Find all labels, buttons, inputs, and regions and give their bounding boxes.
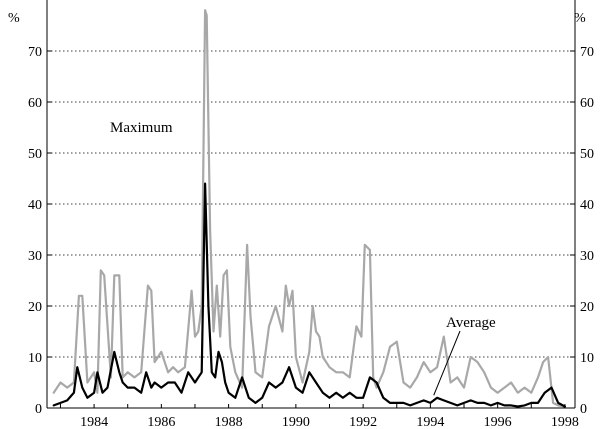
y-tick-label-right-60: 60: [580, 96, 594, 111]
y-tick-label-left-40: 40: [28, 198, 42, 213]
y-tick-label-right-10: 10: [580, 351, 594, 366]
x-tick-label-1990: 1990: [282, 415, 310, 429]
annotation-average-arrow: [433, 330, 461, 396]
y-tick-label-left-0: 0: [35, 402, 42, 417]
y-tick-label-right-50: 50: [580, 147, 594, 162]
y-tick-label-left-70: 70: [28, 45, 42, 60]
y-axis-unit-left: %: [8, 11, 20, 26]
series-line-maximum: [52, 9, 567, 408]
axes: [46, 0, 576, 409]
y-tick-label-right-30: 30: [580, 249, 594, 264]
x-tick-label-1992: 1992: [349, 415, 377, 429]
y-tick-label-left-20: 20: [28, 300, 42, 315]
annotation-average: Average: [446, 315, 496, 331]
y-tick-label-right-40: 40: [580, 198, 594, 213]
y-axis-unit-right: %: [574, 11, 586, 26]
x-tick-label-1986: 1986: [147, 415, 175, 429]
series-line-average: [52, 182, 567, 408]
x-tick-label-1984: 1984: [80, 415, 108, 429]
x-tick-label-1996: 1996: [484, 415, 512, 429]
y-tick-label-right-20: 20: [580, 300, 594, 315]
y-tick-label-left-60: 60: [28, 96, 42, 111]
y-tick-label-left-30: 30: [28, 249, 42, 264]
y-tick-label-left-10: 10: [28, 351, 42, 366]
x-tick-label-1998: 1998: [551, 415, 579, 429]
y-tick-label-left-50: 50: [28, 147, 42, 162]
x-tick-label-1994: 1994: [416, 415, 444, 429]
x-tick-label-1988: 1988: [215, 415, 243, 429]
y-tick-label-right-70: 70: [580, 45, 594, 60]
gridlines: [47, 50, 575, 358]
tick-labels: 0 0 10 10 20 20 30 30 40 40 50 50 60 60 70 70 1984 1986 19…: [28, 45, 594, 429]
annotation-maximum: Maximum: [110, 120, 173, 136]
y-tick-label-right-0: 0: [580, 402, 587, 417]
series-lines: [52, 9, 567, 408]
